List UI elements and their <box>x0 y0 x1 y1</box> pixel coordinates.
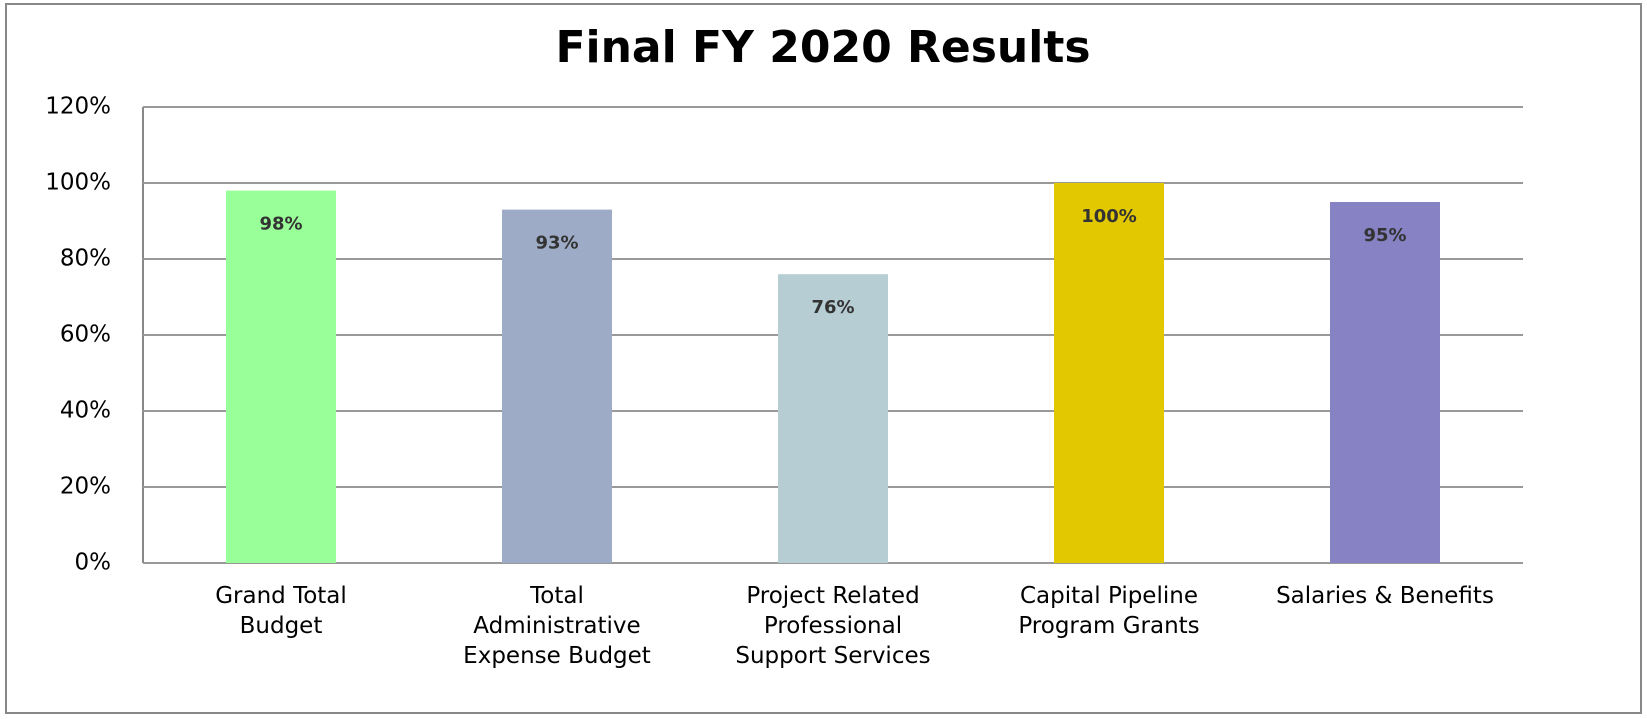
x-tick-label-line: Salaries & Benefits <box>1276 583 1494 609</box>
x-tick-label-line: Program Grants <box>1018 613 1199 639</box>
data-label: 98% <box>259 214 302 235</box>
y-tick-label: 60% <box>60 322 111 348</box>
x-tick-label: Capital Pipeline Program Grants <box>1018 583 1199 639</box>
data-label: 100% <box>1081 206 1137 227</box>
x-tick-label: Grand Total Budget <box>215 583 347 639</box>
y-tick-label: 0% <box>75 550 112 576</box>
bar <box>226 190 336 563</box>
x-tick-label-line: Support Services <box>735 643 930 669</box>
y-tick-label: 40% <box>60 398 111 424</box>
bar <box>1054 183 1164 563</box>
x-tick-label-line: Administrative <box>473 613 640 639</box>
x-tick-label-line: Grand Total <box>215 583 347 609</box>
x-tick-label: Project Related Professional Support Servi… <box>735 583 930 669</box>
x-tick-label-line: Expense Budget <box>463 643 651 669</box>
data-label: 93% <box>535 233 578 254</box>
bar <box>502 209 612 563</box>
x-tick-label: Total Administrative Expense Budget <box>463 583 651 669</box>
x-tick-label-line: Capital Pipeline <box>1020 583 1198 609</box>
data-label: 95% <box>1363 225 1406 246</box>
x-tick-label-line: Project Related <box>746 583 919 609</box>
x-tick-label-line: Total <box>529 583 584 609</box>
chart-title: Final FY 2020 Results <box>555 22 1090 73</box>
x-tick-label: Salaries & Benefits <box>1276 583 1494 609</box>
bar <box>778 274 888 563</box>
y-tick-label: 120% <box>45 94 111 120</box>
bar <box>1330 202 1440 563</box>
data-label: 76% <box>811 297 854 318</box>
y-tick-label: 80% <box>60 246 111 272</box>
x-tick-label-line: Professional <box>764 613 902 639</box>
y-tick-label: 100% <box>45 170 111 196</box>
y-tick-label: 20% <box>60 474 111 500</box>
x-tick-label-line: Budget <box>240 613 323 639</box>
